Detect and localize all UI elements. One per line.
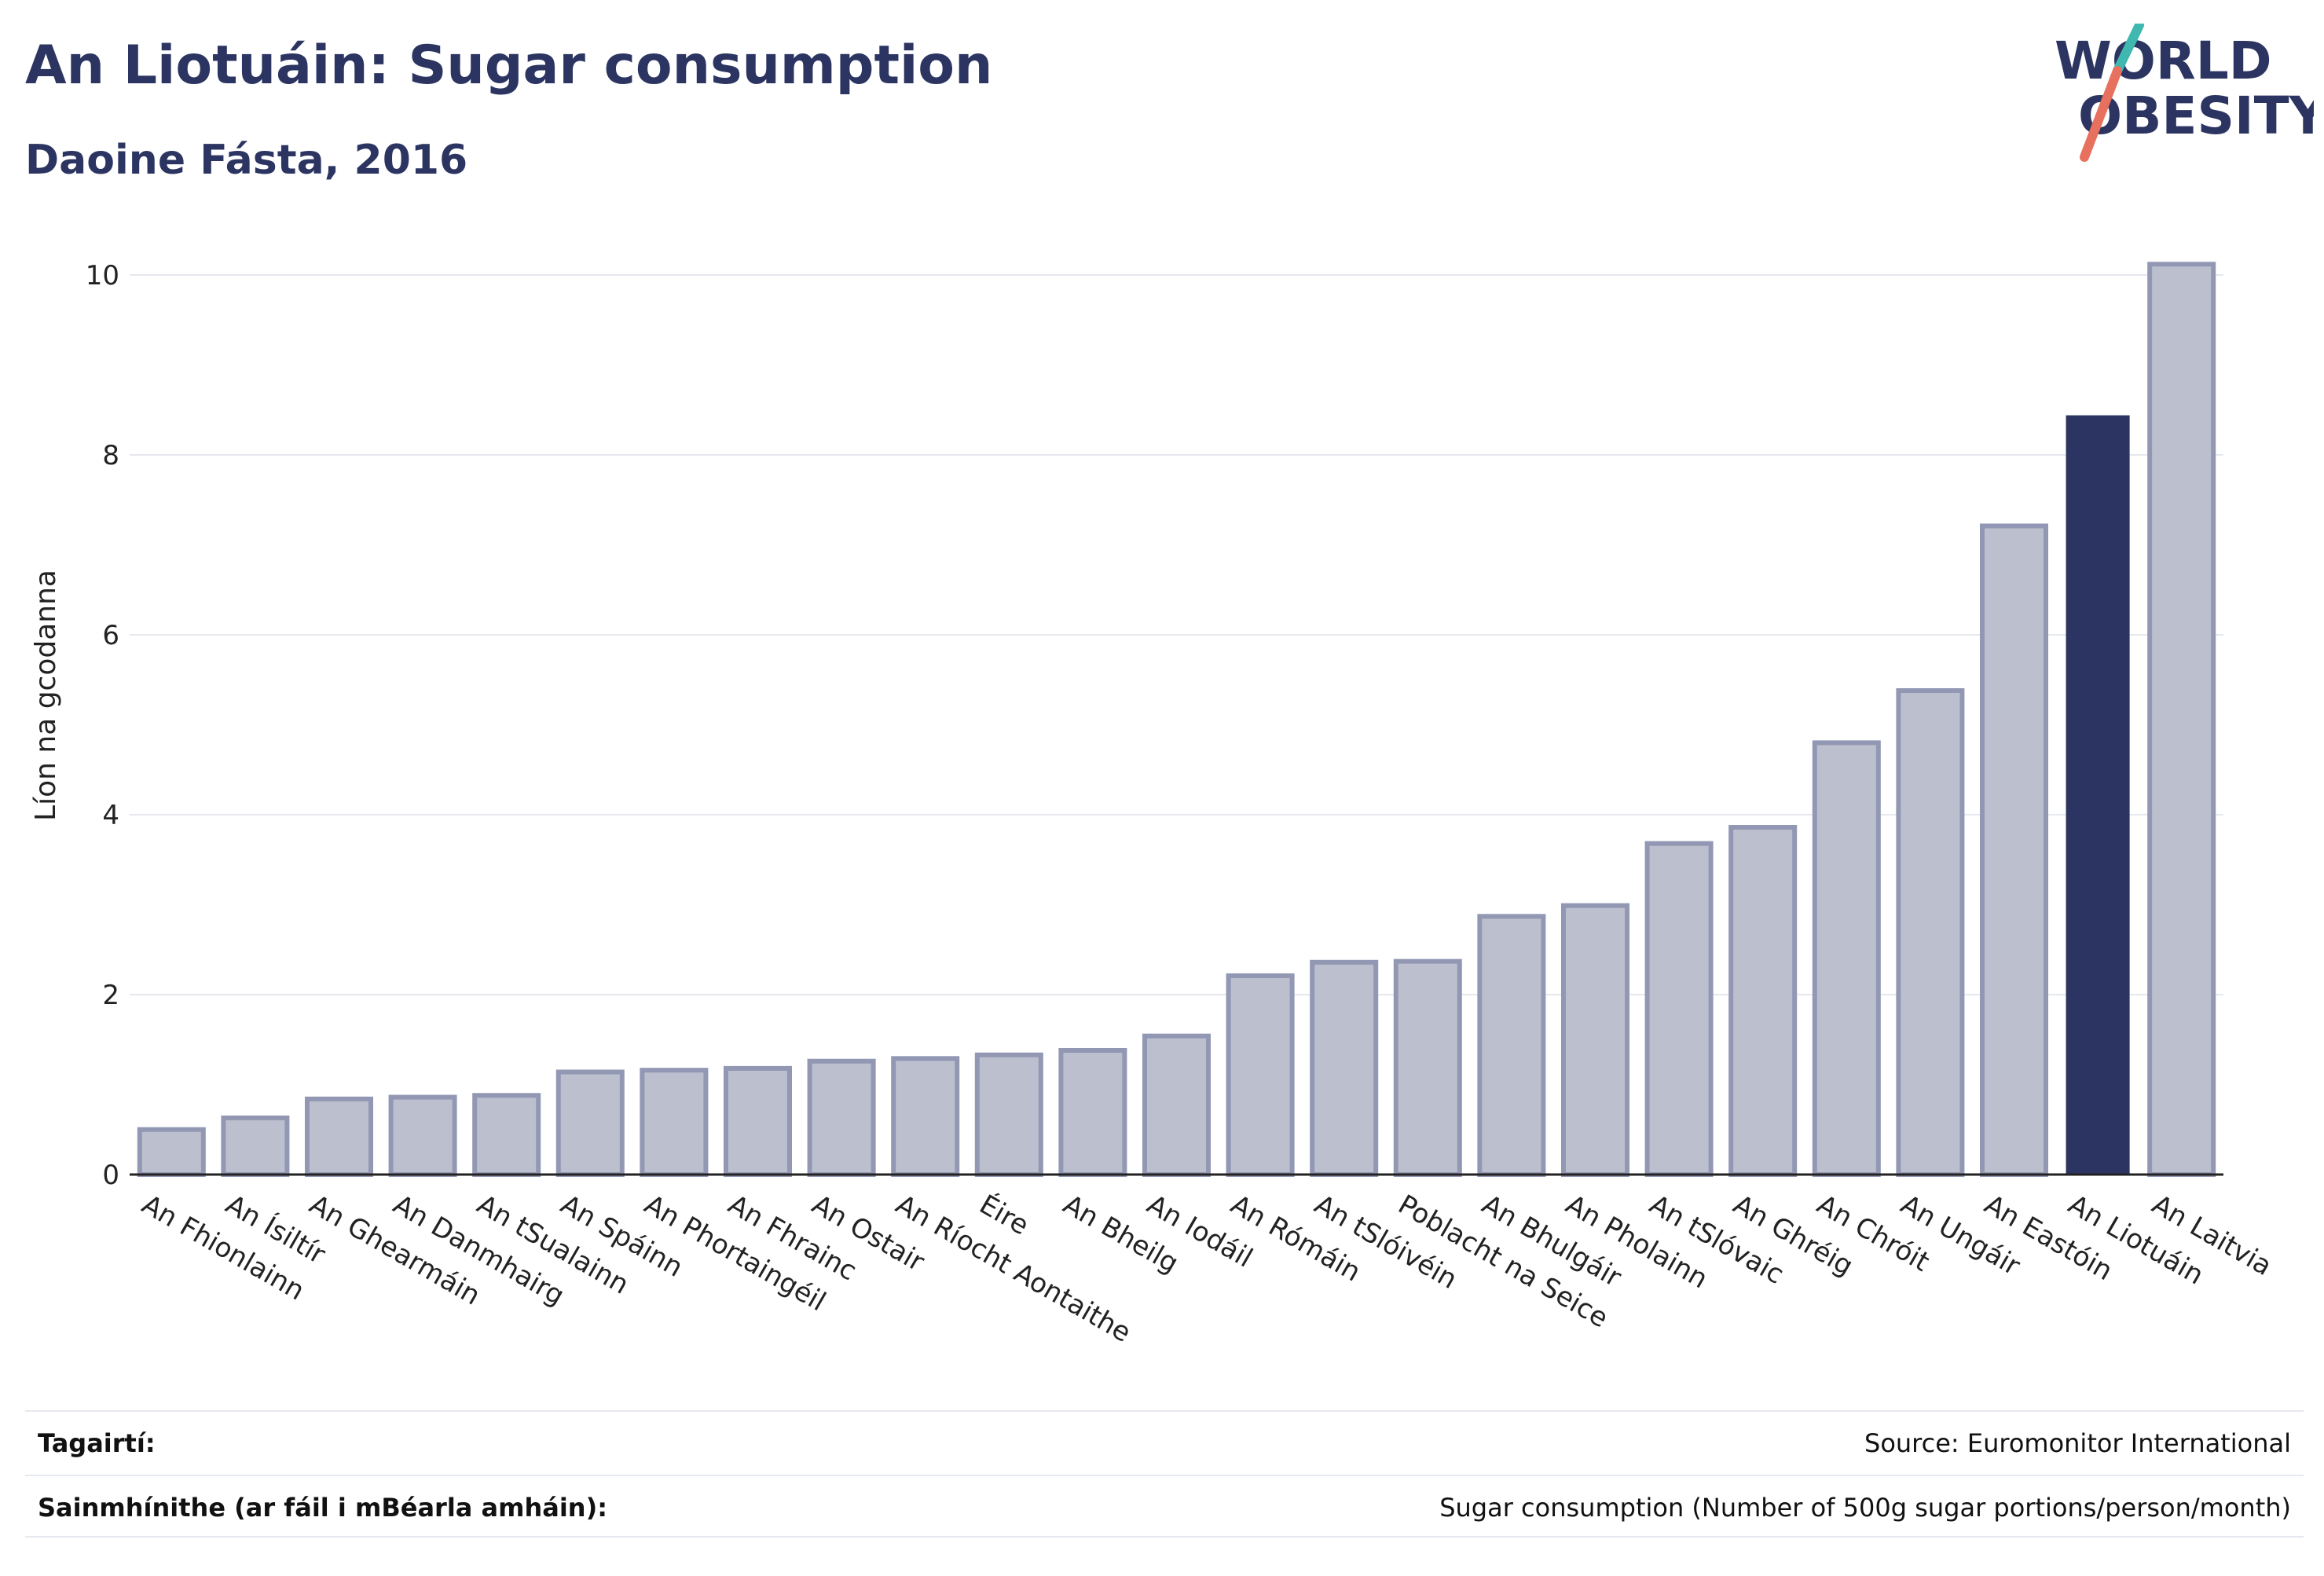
bar <box>1896 687 1965 1177</box>
bar <box>723 1065 793 1178</box>
bar <box>640 1068 709 1178</box>
references-label: Tagairtí: <box>38 1428 156 1458</box>
bar <box>304 1096 374 1177</box>
bar <box>472 1093 541 1177</box>
bar <box>388 1094 457 1178</box>
bar-highlight <box>2066 415 2130 1175</box>
bar <box>1812 740 1881 1177</box>
logo-slash-bottom <box>2080 66 2122 162</box>
y-axis-label: Líon na gcodanna <box>30 570 62 821</box>
footer-divider <box>25 1536 2304 1538</box>
bar <box>555 1069 625 1177</box>
world-obesity-logo: WORLD OBESITY <box>2055 24 2314 162</box>
y-tick-label: 10 <box>86 260 119 291</box>
bar <box>1310 959 1379 1178</box>
bar <box>1979 523 2049 1177</box>
definitions-value: Sugar consumption (Number of 500g sugar … <box>1439 1493 2291 1523</box>
logo-line2: OBESITY <box>2078 86 2314 146</box>
bar <box>1226 973 1295 1177</box>
chart-subtitle: Daoine Fásta, 2016 <box>25 137 468 184</box>
y-tick-label: 0 <box>102 1160 119 1191</box>
chart-title: An Liotuáin: Sugar consumption <box>25 35 993 97</box>
footer-references: Tagairtí: Source: Euromonitor Internatio… <box>25 1410 2304 1475</box>
y-tick-label: 2 <box>102 980 119 1011</box>
logo-slash-top <box>2113 24 2144 75</box>
references-value: Source: Euromonitor International <box>1864 1428 2291 1458</box>
bar <box>2147 262 2216 1177</box>
y-axis-ticks: 0 2 4 6 8 10 <box>86 260 119 1191</box>
bar <box>1058 1047 1127 1177</box>
logo-line1: WORLD <box>2055 31 2272 91</box>
bar <box>1477 914 1546 1177</box>
y-tick-label: 4 <box>102 800 119 831</box>
bar <box>1728 825 1798 1178</box>
bar <box>974 1052 1043 1177</box>
bar <box>1142 1033 1211 1178</box>
bar <box>891 1056 960 1178</box>
bar <box>137 1127 206 1177</box>
bar <box>807 1058 876 1177</box>
bar <box>1393 958 1462 1177</box>
bar <box>1560 903 1630 1178</box>
footer-definitions: Sainmhínithe (ar fáil i mBéarla amháin):… <box>25 1475 2304 1539</box>
bar <box>221 1115 290 1177</box>
y-tick-label: 6 <box>102 620 119 651</box>
bars <box>137 262 2216 1178</box>
bar <box>1644 841 1714 1177</box>
definitions-label: Sainmhínithe (ar fáil i mBéarla amháin): <box>38 1493 607 1523</box>
y-tick-label: 8 <box>102 440 119 471</box>
